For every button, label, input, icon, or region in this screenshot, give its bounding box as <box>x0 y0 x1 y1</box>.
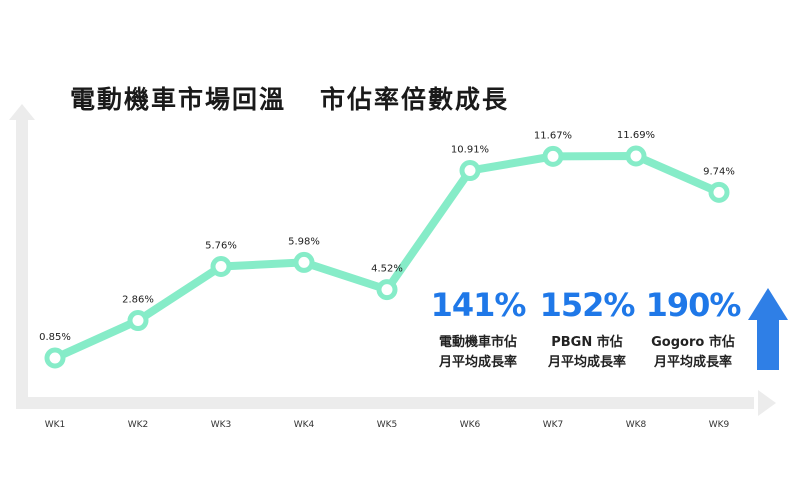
data-point <box>625 145 647 167</box>
title-right: 市佔率倍數成長 <box>320 85 510 114</box>
data-label: 11.67% <box>534 130 572 141</box>
stat-label: PBGN 市佔 <box>551 335 623 350</box>
data-label: 9.74% <box>703 166 735 177</box>
stat-sublabel: 月平均成長率 <box>438 355 517 370</box>
title-left: 電動機車市場回溫 <box>70 85 287 114</box>
data-label: 2.86% <box>122 295 154 306</box>
data-point <box>542 145 564 167</box>
x-tick-label: WK2 <box>128 420 149 430</box>
chart-axes <box>9 104 776 416</box>
x-tick-label: WK4 <box>294 420 315 430</box>
x-axis-line <box>16 397 754 409</box>
x-tick-label: WK8 <box>626 420 647 430</box>
data-label: 10.91% <box>451 145 489 156</box>
x-tick-label: WK3 <box>211 420 232 430</box>
data-label: 11.69% <box>617 130 655 141</box>
x-tick-label: WK6 <box>460 420 481 430</box>
stat-value: 190% <box>645 286 742 324</box>
chart-x-ticks: WK1 WK2 WK3 WK4 WK5 WK6 WK7 WK8 WK9 <box>45 420 730 430</box>
data-label: 5.98% <box>288 236 320 247</box>
stat-gogoro-share: 190% Gogoro 市佔 月平均成長率 <box>633 285 753 373</box>
stat-label: Gogoro 市佔 <box>651 335 735 350</box>
data-point <box>210 256 232 278</box>
stat-sublabel: 月平均成長率 <box>653 355 732 370</box>
x-tick-label: WK9 <box>709 420 730 430</box>
up-arrow-icon <box>748 288 788 370</box>
x-axis-arrow-icon <box>758 390 776 416</box>
data-point <box>459 160 481 182</box>
data-point <box>376 279 398 301</box>
stat-ev-share: 141% 電動機車市佔 月平均成長率 <box>418 285 538 373</box>
data-point <box>293 251 315 273</box>
data-point <box>127 310 149 332</box>
x-tick-label: WK1 <box>45 420 66 430</box>
data-point <box>708 181 730 203</box>
y-axis-line <box>16 118 28 409</box>
chart-points <box>44 145 730 369</box>
stat-pbgn-share: 152% PBGN 市佔 月平均成長率 <box>527 285 647 373</box>
data-point <box>44 347 66 369</box>
up-arrow-shaft <box>757 318 779 370</box>
x-tick-label: WK7 <box>543 420 564 430</box>
chart-title: 電動機車市場回溫 市佔率倍數成長 <box>70 80 509 116</box>
data-label: 5.76% <box>205 241 237 252</box>
y-axis-arrow-icon <box>9 104 35 120</box>
up-arrow-head <box>748 288 788 320</box>
data-label: 0.85% <box>39 332 71 343</box>
stat-sublabel: 月平均成長率 <box>547 355 626 370</box>
stat-value: 152% <box>539 286 636 324</box>
chart-data-labels: 0.85% 2.86% 5.76% 5.98% 4.52% 10.91% 11.67% 11.… <box>39 130 735 343</box>
x-tick-label: WK5 <box>377 420 398 430</box>
data-label: 4.52% <box>371 264 403 275</box>
stat-value: 141% <box>430 286 527 324</box>
stat-label: 電動機車市佔 <box>438 335 517 350</box>
